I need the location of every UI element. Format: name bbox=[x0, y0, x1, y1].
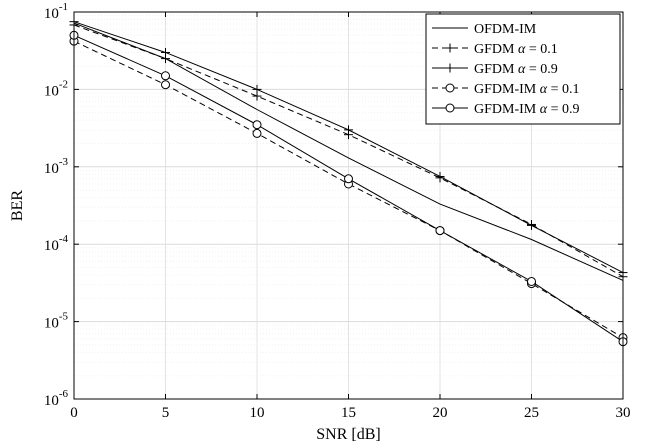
data-point-plus bbox=[445, 43, 455, 53]
x-tick-label: 0 bbox=[70, 405, 78, 421]
x-tick-label: 5 bbox=[162, 405, 170, 421]
axis-ticks: 0 5 10 15 20 25 30 10-6 10-5 10-4 10-3 10-2 10-1 bbox=[44, 1, 631, 421]
data-point-circle bbox=[161, 71, 170, 81]
series-group bbox=[69, 17, 628, 347]
x-axis-title: SNR [dB] bbox=[316, 426, 380, 443]
data-point-plus bbox=[252, 84, 262, 94]
legend-label: GFDM-IM α = 0.1 bbox=[474, 82, 580, 97]
data-point-circle bbox=[252, 128, 262, 138]
data-point-circle bbox=[161, 80, 170, 90]
legend-label: GFDM-IM α = 0.9 bbox=[474, 102, 580, 117]
data-point-circle bbox=[445, 103, 455, 113]
data-point-plus bbox=[527, 220, 536, 230]
y-tick-label: 10-2 bbox=[44, 78, 68, 99]
x-tick-label: 30 bbox=[616, 405, 631, 421]
x-tick-label: 10 bbox=[250, 405, 265, 421]
legend-entry: GFDM-IM α = 0.9 bbox=[432, 102, 580, 117]
x-tick-label: 25 bbox=[524, 405, 539, 421]
data-point-circle bbox=[527, 276, 536, 286]
data-point-circle bbox=[252, 120, 262, 130]
legend-entry: OFDM-IM bbox=[432, 22, 537, 37]
x-tick-label: 20 bbox=[433, 405, 448, 421]
legend: OFDM-IM GFDM α = 0.1 GFDM α = 0.9 GFDM-IM α… bbox=[425, 13, 621, 125]
data-point-plus bbox=[435, 171, 445, 181]
legend-label: OFDM-IM bbox=[474, 22, 537, 37]
y-tick-label: 10-4 bbox=[44, 233, 69, 254]
data-point-plus bbox=[344, 125, 353, 135]
legend-label: GFDM α = 0.9 bbox=[474, 62, 558, 77]
y-axis-title: BER bbox=[9, 190, 26, 221]
y-tick-label: 10-3 bbox=[44, 156, 69, 177]
legend-entry: GFDM α = 0.1 bbox=[432, 42, 558, 57]
legend-entry: GFDM-IM α = 0.1 bbox=[432, 82, 580, 97]
legend-entry: GFDM α = 0.9 bbox=[432, 62, 558, 77]
data-point-plus bbox=[445, 63, 455, 73]
data-point-circle bbox=[445, 83, 455, 93]
y-tick-label: 10-5 bbox=[44, 311, 69, 332]
data-point-circle bbox=[435, 226, 445, 236]
data-point-plus bbox=[161, 47, 170, 57]
legend-box bbox=[425, 13, 621, 125]
data-point-circle bbox=[344, 174, 353, 184]
y-tick-label: 10-6 bbox=[44, 388, 69, 409]
legend-label: GFDM α = 0.1 bbox=[474, 42, 558, 57]
y-tick-label: 10-1 bbox=[44, 1, 68, 22]
x-tick-label: 15 bbox=[341, 405, 356, 421]
